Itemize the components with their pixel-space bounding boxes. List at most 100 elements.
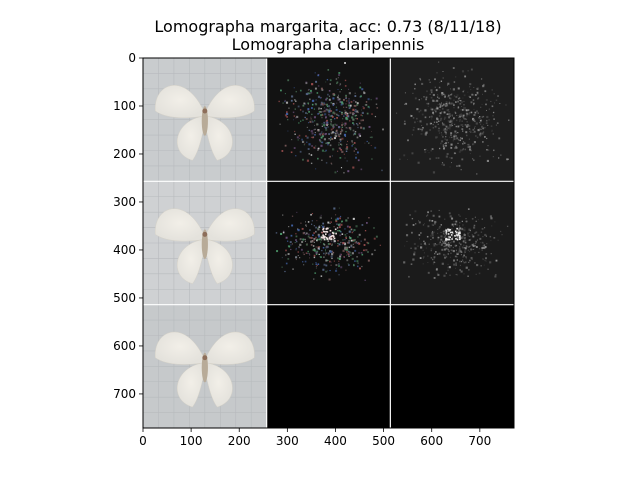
saliency-pixel <box>448 250 450 252</box>
saliency-pixel <box>307 93 310 95</box>
saliency-pixel <box>456 232 459 235</box>
saliency-pixel <box>507 158 509 160</box>
saliency-pixel <box>449 157 451 159</box>
saliency-pixel <box>302 119 304 121</box>
saliency-pixel <box>328 234 330 236</box>
saliency-pixel <box>455 145 458 148</box>
saliency-pixel <box>353 132 356 135</box>
saliency-pixel <box>458 214 460 216</box>
saliency-pixel <box>327 105 330 108</box>
saliency-pixel <box>344 111 347 114</box>
saliency-pixel <box>464 227 466 229</box>
saliency-pixel <box>297 229 300 232</box>
saliency-pixel <box>327 109 329 111</box>
saliency-pixel <box>344 248 346 250</box>
saliency-pixel <box>434 78 436 81</box>
saliency-pixel <box>447 235 450 238</box>
saliency-pixel <box>329 243 332 245</box>
saliency-pixel <box>340 141 342 143</box>
saliency-pixel <box>290 248 292 251</box>
saliency-pixel <box>473 248 475 250</box>
saliency-pixel <box>435 100 437 102</box>
saliency-pixel <box>363 238 366 241</box>
saliency-pixel <box>474 120 476 123</box>
saliency-pixel <box>500 230 502 233</box>
saliency-pixel <box>353 99 355 102</box>
saliency-pixel <box>304 233 307 235</box>
saliency-pixel <box>360 114 362 116</box>
saliency-pixel <box>491 129 493 132</box>
saliency-pixel <box>474 216 476 218</box>
saliency-pixel <box>360 126 363 129</box>
saliency-pixel <box>331 258 333 260</box>
saliency-pixel <box>325 252 328 254</box>
saliency-pixel <box>483 264 485 266</box>
saliency-pixel <box>296 211 298 213</box>
saliency-pixel <box>302 104 305 107</box>
saliency-pixel <box>307 235 310 238</box>
saliency-pixel <box>462 109 464 111</box>
saliency-pixel <box>339 230 342 232</box>
saliency-pixel <box>481 247 484 249</box>
saliency-pixel <box>357 124 359 126</box>
saliency-pixel <box>286 116 288 118</box>
saliency-pixel <box>490 239 492 242</box>
saliency-pixel <box>436 244 438 246</box>
saliency-pixel <box>453 119 455 121</box>
saliency-pixel <box>367 98 370 101</box>
saliency-pixel <box>332 127 334 130</box>
saliency-pixel <box>452 246 455 249</box>
saliency-pixel <box>303 144 305 146</box>
saliency-pixel <box>328 141 330 144</box>
saliency-pixel <box>340 111 342 113</box>
saliency-pixel <box>442 233 445 235</box>
saliency-pixel <box>479 119 482 122</box>
saliency-pixel <box>361 265 363 268</box>
saliency-pixel <box>330 114 333 117</box>
saliency-pixel <box>344 85 347 87</box>
saliency-pixel <box>411 231 413 234</box>
saliency-pixel <box>322 268 325 271</box>
saliency-pixel <box>337 114 339 116</box>
saliency-pixel <box>358 242 361 245</box>
saliency-pixel <box>443 147 445 150</box>
saliency-pixel <box>340 167 343 169</box>
saliency-pixel <box>432 171 436 174</box>
saliency-pixel <box>354 95 357 97</box>
saliency-pixel <box>333 112 336 115</box>
saliency-pixel <box>451 227 453 230</box>
saliency-pixel <box>299 150 302 153</box>
saliency-pixel <box>444 138 446 140</box>
saliency-pixel <box>424 223 426 225</box>
saliency-pixel <box>456 222 458 224</box>
saliency-pixel <box>334 137 336 140</box>
saliency-pixel <box>459 246 461 248</box>
saliency-pixel <box>449 256 451 258</box>
saliency-speckles <box>395 61 510 175</box>
saliency-pixel <box>434 86 436 88</box>
saliency-pixel <box>403 154 406 157</box>
saliency-pixel <box>366 112 369 115</box>
saliency-pixel <box>339 130 342 133</box>
saliency-pixel <box>472 119 475 122</box>
saliency-pixel <box>469 131 471 133</box>
saliency-pixel <box>456 245 458 246</box>
saliency-pixel <box>335 108 338 111</box>
saliency-pixel <box>458 116 460 118</box>
moth-head <box>202 108 208 114</box>
saliency-pixel <box>339 83 342 85</box>
saliency-pixel <box>352 118 355 121</box>
saliency-pixel <box>341 122 343 124</box>
saliency-pixel <box>340 266 343 269</box>
saliency-pixel <box>476 239 478 241</box>
saliency-pixel <box>439 119 442 122</box>
saliency-pixel <box>485 103 487 106</box>
saliency-pixel <box>340 103 343 106</box>
saliency-pixel <box>444 236 448 239</box>
saliency-pixel <box>288 107 290 109</box>
saliency-pixel <box>341 233 344 235</box>
saliency-pixel <box>335 130 338 133</box>
saliency-pixel <box>473 102 475 105</box>
saliency-pixel <box>470 150 472 152</box>
saliency-pixel <box>330 261 332 263</box>
